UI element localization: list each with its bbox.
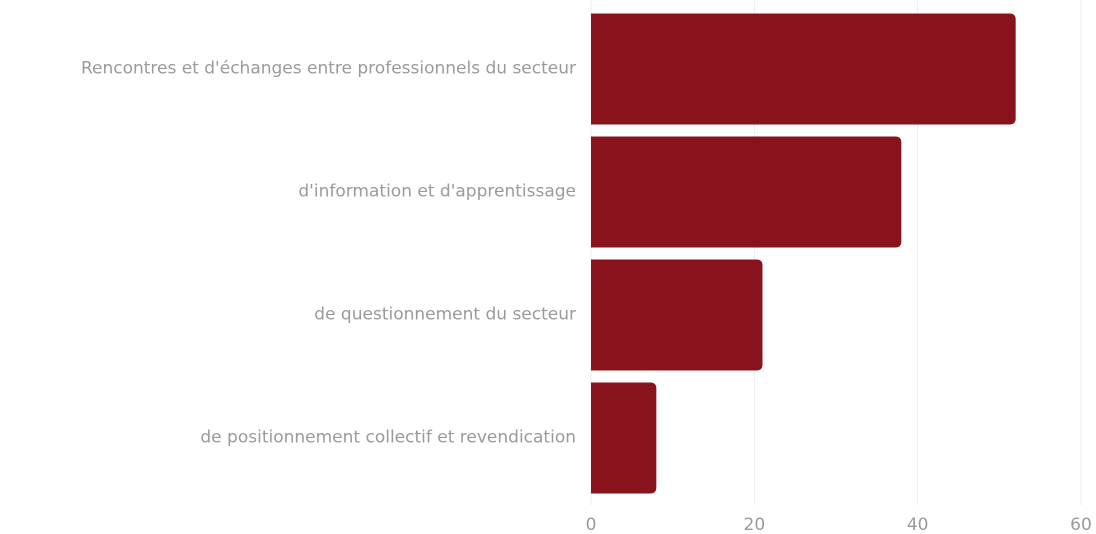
y-tick-label: de positionnement collectif et revendica… [200,428,576,448]
y-tick-label: d'information et d'apprentissage [298,182,576,202]
x-tick-label: 40 [907,515,929,534]
bar [591,136,902,248]
bar [591,382,657,494]
bar [591,259,763,371]
x-tick-label: 20 [744,515,766,534]
x-tick-label: 0 [586,515,597,534]
y-tick-label: de questionnement du secteur [314,305,576,325]
x-tick-label: 60 [1070,515,1092,534]
y-tick-label: Rencontres et d'échanges entre professio… [81,59,576,79]
bar [591,13,1016,125]
